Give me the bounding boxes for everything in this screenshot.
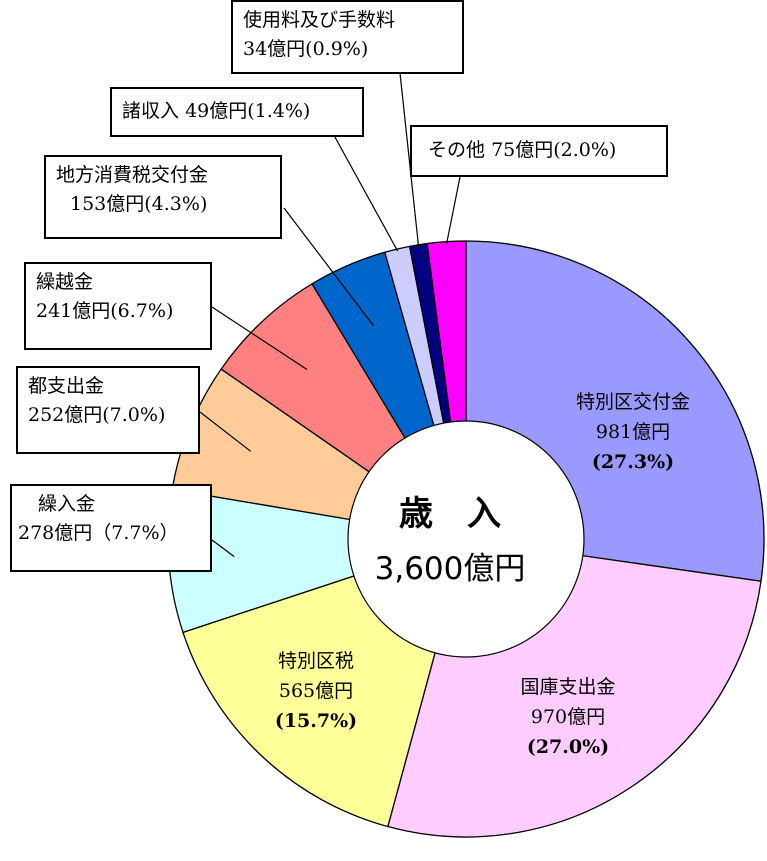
leader-line-9 [399, 72, 420, 247]
callout-shiyoryo-tesuryo: 使用料及び手数料 34億円(0.9%) [231, 0, 464, 74]
callout-kurikoshikin: 繰越金 241億円(6.7%) [24, 262, 212, 350]
label-value: 565億円 [278, 680, 354, 702]
label-value: 49億円(1.4%) [185, 100, 311, 122]
label-value: 970億円 [530, 706, 606, 728]
label-percent: (15.7%) [274, 710, 358, 732]
label-name: 国庫支出金 [520, 676, 616, 698]
label-name: 都支出金 [28, 375, 105, 397]
label-percent: (27.0%) [526, 736, 610, 758]
label-name: 諸収入 [122, 100, 180, 122]
leader-line-8 [329, 127, 399, 252]
label-value: 241億円(6.7%) [36, 300, 174, 322]
label-value: 278億円（7.7%） [18, 522, 179, 544]
leader-lines [199, 72, 461, 558]
callout-chiho-shohizei-kofukin: 地方消費税交付金 153億円(4.3%) [44, 155, 282, 239]
label-name: 特別区交付金 [575, 391, 690, 413]
label-name: その他 [428, 139, 486, 161]
leader-line-10 [446, 176, 461, 244]
callout-to-shishutsukin: 都支出金 252億円(7.0%) [16, 366, 200, 454]
label-name: 繰越金 [36, 271, 94, 293]
donut-hole [347, 420, 585, 658]
slice-label-kokko-shishutsukin: 国庫支出金 970億円 (27.0%) [498, 672, 638, 762]
leader-line-4 [211, 539, 235, 558]
label-percent: (27.3%) [591, 451, 675, 473]
leader-line-7 [283, 207, 374, 327]
callout-kurireikin: 繰入金 278億円（7.7%） [10, 484, 212, 572]
center-title: 歳 入 [399, 494, 501, 534]
center-total: 3,600億円 [374, 551, 526, 587]
label-name: 使用料及び手数料 [243, 9, 396, 31]
leader-line-6 [211, 306, 308, 371]
label-value: 153億円(4.3%) [70, 193, 208, 215]
label-value: 75億円(2.0%) [491, 139, 617, 161]
label-value: 34億円(0.9%) [243, 38, 369, 60]
slice-label-tokubetsuku-kofukin: 特別区交付金 981億円 (27.3%) [553, 387, 713, 477]
label-value: 981億円 [595, 421, 671, 443]
label-name: 地方消費税交付金 [56, 164, 209, 186]
label-name: 特別区税 [277, 650, 354, 672]
label-value: 252億円(7.0%) [28, 404, 166, 426]
callout-shoshunyu: 諸収入 49億円(1.4%) [110, 87, 364, 137]
callout-sonota: その他 75億円(2.0%) [410, 125, 668, 177]
leader-line-5 [199, 411, 252, 452]
slice-label-tokubetsuku-zei: 特別区税 565億円 (15.7%) [256, 646, 376, 736]
label-name: 繰入金 [38, 493, 96, 515]
